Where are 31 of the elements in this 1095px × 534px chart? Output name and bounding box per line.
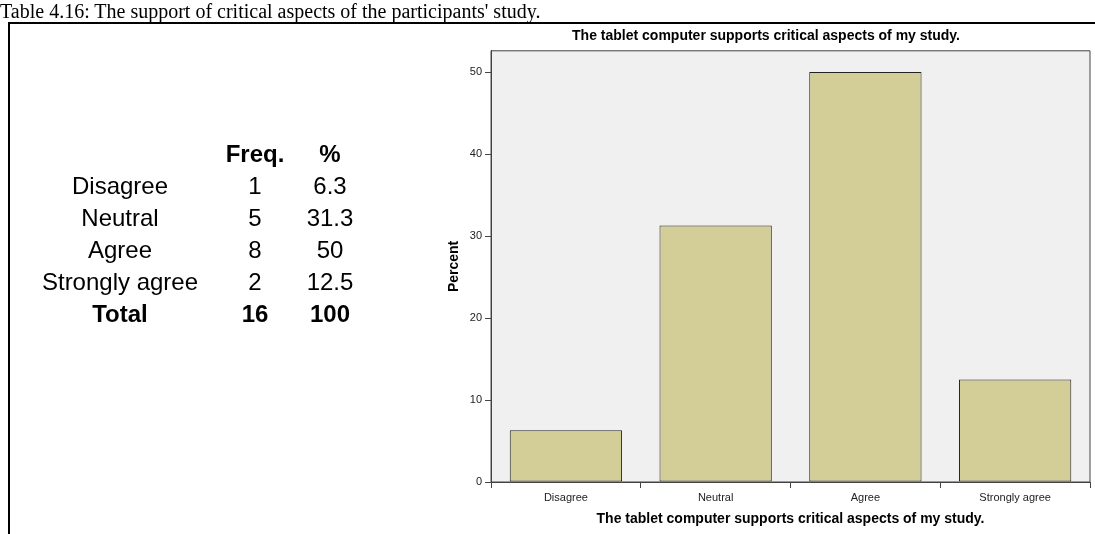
text: Freq. [224, 140, 286, 168]
text: Agree [86, 236, 153, 264]
text: 12.5 [305, 268, 355, 296]
text: 50 [315, 236, 345, 264]
y-tick-label: 10 [469, 393, 483, 406]
x-tick-label: Disagree [543, 490, 588, 503]
y-tick-label: 30 [469, 229, 483, 242]
text: 8 [247, 236, 263, 264]
text: 6.3 [312, 172, 348, 200]
y-tick-label: 40 [469, 147, 483, 160]
x-tick-label: Agree [850, 490, 881, 503]
text: 100 [308, 300, 351, 328]
y-tick-label: 0 [475, 475, 483, 488]
text: Total [91, 300, 149, 328]
y-tick-label: 50 [469, 65, 483, 78]
x-tick-label: Strongly agree [979, 490, 1051, 503]
text: Neutral [80, 204, 160, 232]
text: % [318, 140, 342, 168]
y-axis-title: Percent [445, 240, 462, 293]
text: Disagree [70, 172, 169, 200]
text: 5 [247, 204, 263, 232]
x-tick-label: Neutral [697, 490, 734, 503]
x-axis-title: The tablet computer supports critical aspects of my study. [596, 510, 985, 527]
text: 2 [247, 268, 263, 296]
y-tick-label: 20 [469, 311, 483, 324]
text: Strongly agree [40, 268, 200, 296]
text: 16 [240, 300, 270, 328]
chart-title: The tablet computer supports critical aspects of my study. [572, 27, 960, 44]
text: Table 4.16: The support of critical aspects of the participants' study. [0, 0, 545, 22]
text: 31.3 [305, 204, 355, 232]
text: 1 [247, 172, 263, 200]
